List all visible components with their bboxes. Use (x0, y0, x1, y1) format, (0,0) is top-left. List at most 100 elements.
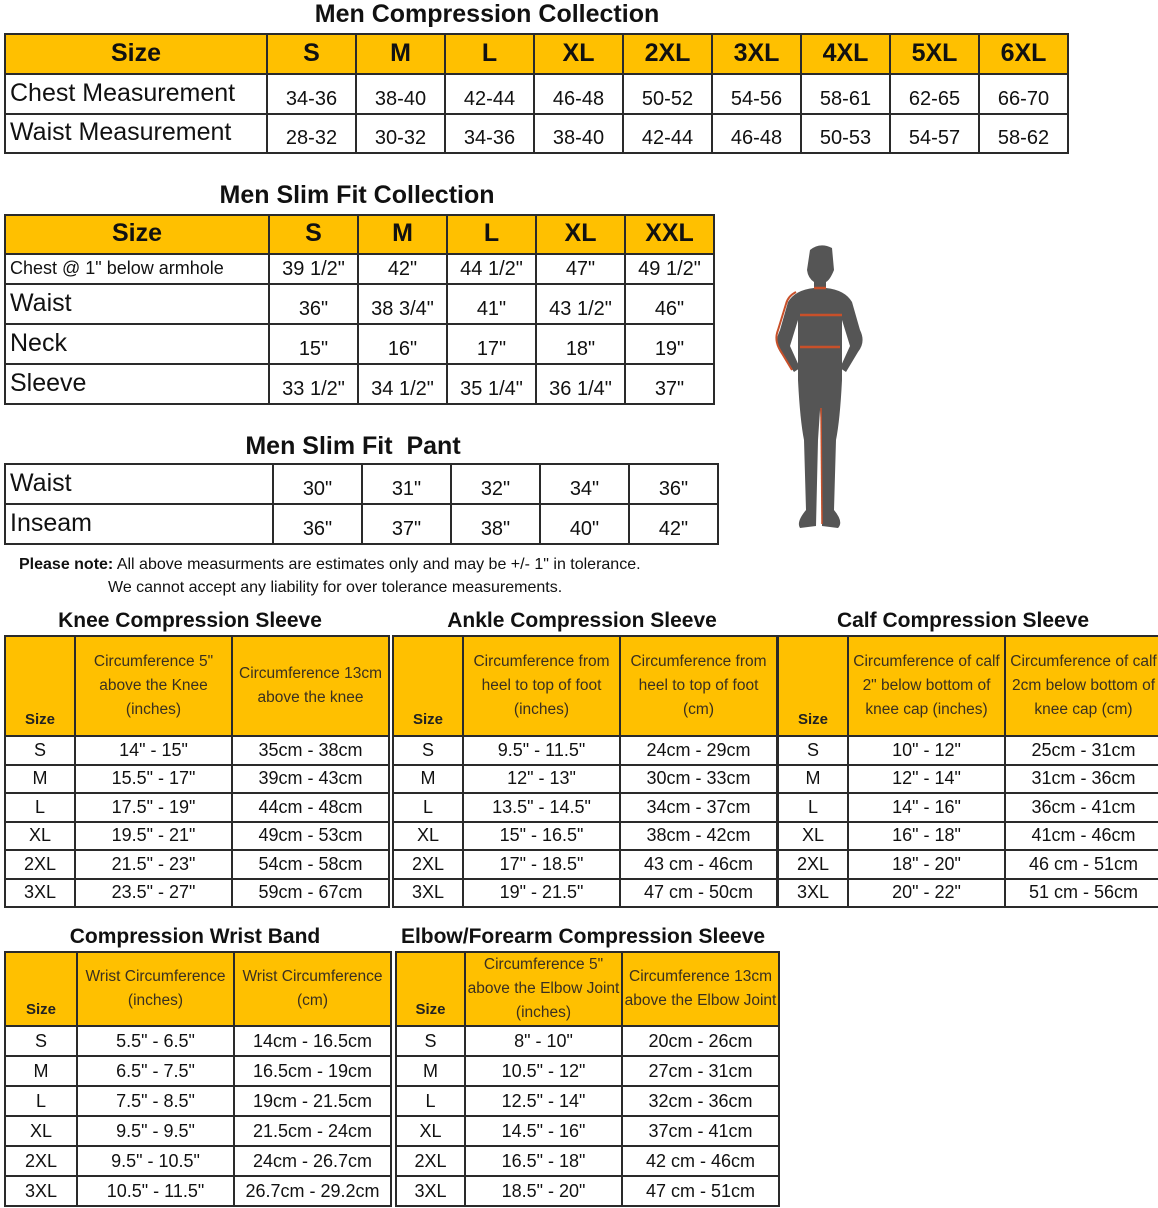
table-cell: 32cm - 36cm (621, 1085, 780, 1117)
table-cell: 10" - 12" (847, 735, 1006, 766)
table-cell: 5.5" - 6.5" (76, 1025, 235, 1057)
compression-title: Men Compression Collection (314, 0, 660, 28)
table-row: S 14" - 15" 35cm - 38cm (4, 735, 390, 766)
table-cell: 50-52 (622, 73, 713, 115)
table-cell: 54-57 (889, 113, 980, 154)
human-figure-illustration (775, 245, 863, 528)
table-cell: 30-32 (355, 113, 446, 154)
table-cell: 18" (535, 323, 626, 365)
wrist-title: Compression Wrist Band (69, 925, 321, 948)
table-cell: 36" (272, 503, 363, 545)
table-row: L 7.5" - 8.5" 19cm - 21.5cm (4, 1085, 392, 1117)
calf-size-table: Size Circumference of calf 2" below botto… (777, 635, 1158, 908)
table-cell: 15" (268, 323, 359, 365)
table-row: Waist 36" 38 3/4" 41" 43 1/2" 46" (4, 283, 715, 325)
table-cell: 66-70 (978, 73, 1069, 115)
table-cell: 19.5" - 21" (74, 820, 233, 851)
table-cell: 26.7cm - 29.2cm (233, 1175, 392, 1207)
table-row: L 14" - 16" 36cm - 41cm (777, 792, 1158, 823)
table-cell: 36 1/4" (535, 363, 626, 405)
row-label-cell: L (4, 1085, 78, 1117)
table-cell: 36" (268, 283, 359, 325)
table-cell: 15" - 16.5" (462, 820, 621, 851)
table-cell: 9.5" - 11.5" (462, 735, 621, 766)
table-cell: 20cm - 26cm (621, 1025, 780, 1057)
table-cell: 28-32 (266, 113, 357, 154)
row-label-cell: L (392, 792, 464, 823)
table-cell: 38cm - 42cm (619, 820, 778, 851)
table-cell: 54-56 (711, 73, 802, 115)
table-row: M 10.5" - 12" 27cm - 31cm (395, 1055, 780, 1087)
table-row: L 13.5" - 14.5" 34cm - 37cm (392, 792, 778, 823)
table-row: L 17.5" - 19" 44cm - 48cm (4, 792, 390, 823)
table-cell: 38" (450, 503, 541, 545)
row-label-cell: S (392, 735, 464, 766)
table-cell: 14.5" - 16" (464, 1115, 623, 1147)
table-cell: 37cm - 41cm (621, 1115, 780, 1147)
column-header: 2XL (622, 33, 713, 75)
column-header: Size (4, 33, 268, 75)
table-cell: 19cm - 21.5cm (233, 1085, 392, 1117)
table-cell: 41cm - 46cm (1004, 820, 1158, 851)
row-label-cell: S (4, 1025, 78, 1057)
table-cell: 17.5" - 19" (74, 792, 233, 823)
table-cell: 13.5" - 14.5" (462, 792, 621, 823)
row-label-cell: 3XL (392, 877, 464, 908)
table-cell: 34 1/2" (357, 363, 448, 405)
column-header: Wrist Circumference (inches) (76, 951, 235, 1027)
table-cell: 54cm - 58cm (231, 849, 390, 880)
table-cell: 49 1/2" (624, 253, 715, 285)
note-line-2: We cannot accept any liability for over … (108, 579, 563, 596)
table-cell: 46" (624, 283, 715, 325)
table-row: M 12" - 13" 30cm - 33cm (392, 763, 778, 794)
column-header: Circumference 13cm above the knee (231, 635, 390, 737)
table-cell: 44 1/2" (446, 253, 537, 285)
elbow-size-table: Size Circumference 5" above the Elbow Joi… (395, 951, 780, 1207)
column-header: 5XL (889, 33, 980, 75)
table-cell: 24cm - 29cm (619, 735, 778, 766)
table-cell: 16" (357, 323, 448, 365)
table-row: Chest @ 1" below armhole 39 1/2" 42" 44 1/2… (4, 253, 715, 285)
table-cell: 62-65 (889, 73, 980, 115)
table-cell: 50-53 (800, 113, 891, 154)
table-cell: 36cm - 41cm (1004, 792, 1158, 823)
row-label-cell: 3XL (777, 877, 849, 908)
table-row: Sleeve 33 1/2" 34 1/2" 35 1/4" 36 1/4" 37" (4, 363, 715, 405)
column-header: XL (535, 214, 626, 255)
table-cell: 9.5" - 10.5" (76, 1145, 235, 1177)
table-cell: 15.5" - 17" (74, 763, 233, 794)
column-header: Circumference 13cm above the Elbow Joint (621, 951, 780, 1027)
table-row: Waist 30" 31" 32" 34" 36" (4, 463, 719, 505)
row-label-cell: 2XL (395, 1145, 466, 1177)
table-cell: 17" (446, 323, 537, 365)
row-label-cell: Chest @ 1" below armhole (4, 253, 270, 285)
table-cell: 34-36 (444, 113, 535, 154)
row-label-cell: 2XL (4, 849, 76, 880)
table-row: 3XL 19" - 21.5" 47 cm - 50cm (392, 877, 778, 908)
table-cell: 20" - 22" (847, 877, 1006, 908)
compression-size-table: Size S M L XL 2XL 3XL 4XL 5XL 6XL Chest Measuremen… (4, 33, 1069, 154)
table-cell: 7.5" - 8.5" (76, 1085, 235, 1117)
header-row: Size Circumference from heel to top of fo… (392, 635, 778, 737)
pant-title: Men Slim Fit Pant (245, 432, 461, 460)
table-cell: 40" (539, 503, 630, 545)
table-cell: 33 1/2" (268, 363, 359, 405)
table-cell: 42" (628, 503, 719, 545)
wrist-size-table: Size Wrist Circumference (inches) Wrist Ci… (4, 951, 392, 1207)
table-row: 2XL 17" - 18.5" 43 cm - 46cm (392, 849, 778, 880)
table-cell: 16" - 18" (847, 820, 1006, 851)
table-cell: 37" (361, 503, 452, 545)
table-row: Inseam 36" 37" 38" 40" 42" (4, 503, 719, 545)
column-header: M (355, 33, 446, 75)
note-text-1: All above measurments are estimates only… (113, 556, 641, 573)
table-cell: 27cm - 31cm (621, 1055, 780, 1087)
table-cell: 59cm - 67cm (231, 877, 390, 908)
row-label-cell: XL (392, 820, 464, 851)
column-header: Circumference from heel to top of foot (… (619, 635, 778, 737)
row-label-cell: Waist Measurement (4, 113, 268, 154)
table-cell: 18" - 20" (847, 849, 1006, 880)
table-cell: 39 1/2" (268, 253, 359, 285)
column-header: S (268, 214, 359, 255)
table-row: 3XL 23.5" - 27" 59cm - 67cm (4, 877, 390, 908)
row-label-cell: Waist (4, 283, 270, 325)
